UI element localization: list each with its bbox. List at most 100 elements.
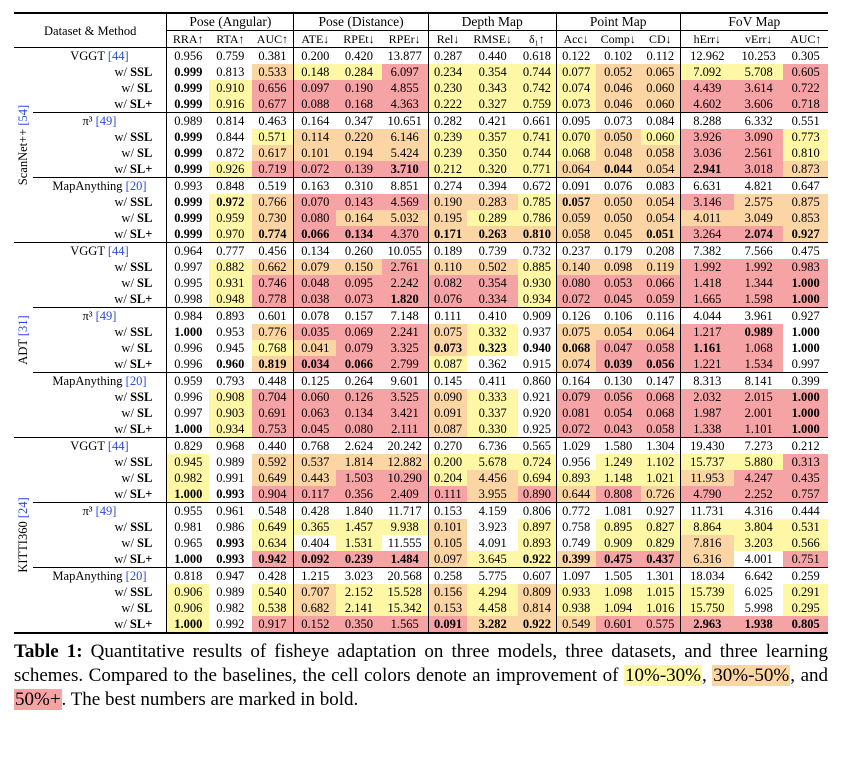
value-cell: 0.194 bbox=[336, 145, 382, 161]
value-cell: 0.920 bbox=[522, 406, 551, 420]
value-cell: 0.035 bbox=[293, 324, 337, 340]
method-citation[interactable]: [20] bbox=[125, 569, 147, 583]
value-cell: 0.998 bbox=[166, 291, 210, 308]
value-cell: 0.751 bbox=[783, 551, 828, 568]
value-cell: 0.999 bbox=[166, 210, 210, 226]
value-cell: 4.370 bbox=[381, 226, 429, 243]
value-cell: 0.617 bbox=[251, 145, 294, 161]
value-cell: 0.940 bbox=[522, 341, 551, 355]
value-cell: 2.624 bbox=[344, 439, 374, 453]
method-citation[interactable]: [44] bbox=[107, 49, 129, 63]
method-citation[interactable]: [49] bbox=[95, 504, 117, 518]
scheme-prefix: w/ bbox=[114, 617, 130, 631]
scheme-label: SSL bbox=[130, 520, 153, 534]
value-cell: 0.079 bbox=[555, 389, 596, 405]
value-cell: 0.440 bbox=[478, 49, 507, 63]
value-cell: 4.602 bbox=[679, 96, 734, 113]
value-cell: 3.090 bbox=[733, 129, 784, 145]
table-row: w/ SSL 0.999 0.844 0.571 0.114 0.220 6.146 0.23… bbox=[14, 129, 828, 145]
value-cell: 0.605 bbox=[783, 64, 828, 80]
method-citation[interactable]: [49] bbox=[95, 309, 117, 323]
table-row: w/ SL 0.999 0.910 0.656 0.097 0.190 4.855 0.230… bbox=[14, 80, 828, 96]
value-cell: 7.273 bbox=[744, 439, 773, 453]
method-citation[interactable]: [49] bbox=[95, 114, 117, 128]
dataset-citation[interactable]: [54] bbox=[16, 104, 31, 126]
value-cell: 0.551 bbox=[791, 114, 820, 128]
value-cell: 0.060 bbox=[640, 129, 681, 145]
value-cell: 0.968 bbox=[216, 439, 245, 453]
value-cell: 0.411 bbox=[478, 374, 507, 388]
value-cell: 0.084 bbox=[646, 114, 675, 128]
table-row: w/ SSL 0.999 0.813 0.533 0.148 0.284 6.097 0.23… bbox=[14, 64, 828, 80]
metric-header: Comp↓ bbox=[595, 30, 641, 48]
value-cell: 0.078 bbox=[293, 307, 337, 324]
value-cell: 0.601 bbox=[258, 309, 287, 323]
value-cell: 0.759 bbox=[518, 96, 557, 113]
value-cell: 0.827 bbox=[640, 519, 681, 535]
value-cell: 0.148 bbox=[293, 64, 337, 80]
value-cell: 0.220 bbox=[336, 129, 382, 145]
value-cell: 0.719 bbox=[251, 161, 294, 178]
table-row: w/ SL 0.999 0.959 0.730 0.080 0.164 5.032 0.195… bbox=[14, 210, 828, 226]
value-cell: 1.665 bbox=[679, 291, 734, 308]
value-cell: 0.808 bbox=[595, 486, 641, 503]
value-cell: 0.999 bbox=[166, 145, 210, 161]
value-cell: 0.068 bbox=[555, 340, 596, 356]
value-cell: 0.087 bbox=[427, 356, 468, 373]
value-cell: 0.310 bbox=[344, 179, 374, 193]
value-cell: 0.970 bbox=[209, 226, 252, 243]
value-cell: 5.708 bbox=[733, 64, 784, 80]
value-cell: 0.927 bbox=[783, 226, 828, 243]
value-cell: 0.305 bbox=[791, 49, 820, 63]
value-cell: 0.098 bbox=[595, 259, 641, 275]
method-citation[interactable]: [20] bbox=[125, 179, 147, 193]
scheme-cell: w/ SL bbox=[33, 470, 167, 486]
value-cell: 0.143 bbox=[336, 194, 382, 210]
metric-header: Acc↓ bbox=[555, 30, 596, 48]
value-cell: 0.938 bbox=[555, 600, 596, 616]
table-row: MapAnything [20] 0.993 0.848 0.519 0.163 0.31… bbox=[14, 177, 828, 194]
value-cell: 0.164 bbox=[555, 372, 596, 389]
table-row: w/ SSL 0.997 0.882 0.662 0.079 0.150 2.761 0.11… bbox=[14, 259, 828, 275]
value-cell: 1.304 bbox=[646, 439, 675, 453]
table-row: w/ SSL 0.999 0.972 0.766 0.070 0.143 4.569 0.19… bbox=[14, 194, 828, 210]
value-cell: 0.091 bbox=[427, 405, 468, 421]
value-cell: 0.038 bbox=[293, 291, 337, 308]
value-cell: 1.000 bbox=[783, 291, 828, 308]
value-cell: 0.922 bbox=[518, 616, 557, 633]
value-cell: 0.972 bbox=[209, 194, 252, 210]
value-cell: 1.580 bbox=[604, 439, 633, 453]
value-cell: 13.877 bbox=[387, 49, 422, 63]
value-cell: 3.325 bbox=[381, 340, 429, 356]
metric-header: δ₁↑ bbox=[518, 30, 557, 48]
value-cell: 0.394 bbox=[478, 179, 507, 193]
value-cell: 0.334 bbox=[467, 291, 519, 308]
method-name-cell: π³ [49] bbox=[33, 503, 167, 520]
value-cell: 0.741 bbox=[518, 129, 557, 145]
scheme-prefix: w/ bbox=[121, 276, 138, 290]
value-cell: 0.456 bbox=[258, 244, 287, 258]
dataset-citation[interactable]: [24] bbox=[16, 497, 31, 519]
value-cell: 3.804 bbox=[733, 519, 784, 535]
method-citation[interactable]: [20] bbox=[125, 374, 147, 388]
dataset-citation[interactable]: [31] bbox=[16, 315, 31, 337]
metric-header: AUC↑ bbox=[251, 30, 294, 48]
value-cell: 0.774 bbox=[251, 226, 294, 243]
value-cell: 0.649 bbox=[251, 519, 294, 535]
value-cell: 0.153 bbox=[427, 600, 468, 616]
caption-text-2: . The best numbers are marked in bold. bbox=[61, 689, 359, 710]
value-cell: 1.217 bbox=[679, 324, 734, 340]
value-cell: 0.083 bbox=[646, 179, 675, 193]
table-row: ADT [31] VGGT [44] 0.964 0.777 0.456 0.134 0.2… bbox=[14, 242, 828, 365]
method-name-cell: MapAnything [20] bbox=[33, 568, 167, 585]
method-citation[interactable]: [44] bbox=[107, 244, 129, 258]
value-cell: 1.016 bbox=[640, 600, 681, 616]
value-cell: 0.575 bbox=[640, 616, 681, 633]
value-cell: 0.077 bbox=[555, 64, 596, 80]
value-cell: 0.992 bbox=[216, 617, 245, 631]
dataset-name: KITTI360 bbox=[16, 521, 31, 573]
value-cell: 1.000 bbox=[783, 405, 828, 421]
value-cell: 0.190 bbox=[336, 80, 382, 96]
method-citation[interactable]: [44] bbox=[107, 439, 129, 453]
scheme-cell: w/ SL+ bbox=[33, 161, 167, 178]
